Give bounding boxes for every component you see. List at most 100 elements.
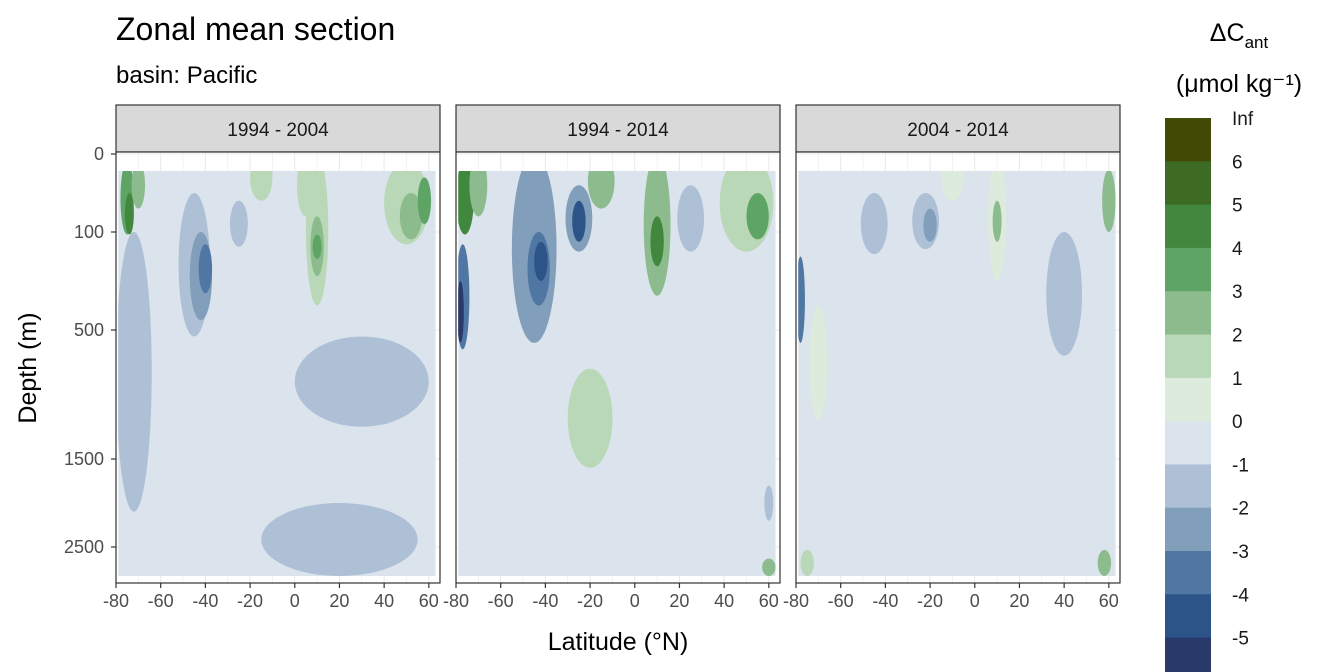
- panel-border: [115, 151, 441, 584]
- y-tick-label: 0: [94, 144, 104, 164]
- x-axis: -80 -60 -40 -20 0 20 40 60: [783, 583, 1119, 611]
- contour-region: [941, 171, 964, 201]
- x-tick-label: -80: [443, 591, 469, 611]
- legend-swatch: [1165, 118, 1211, 162]
- contour-field: [118, 171, 436, 576]
- contour-region: [124, 193, 134, 235]
- facet-strip-label: 1994 - 2004: [227, 120, 329, 141]
- legend-title: ΔCant: [1210, 19, 1269, 52]
- y-axis-title: Depth (m): [14, 312, 42, 423]
- x-tick-label: 20: [669, 591, 689, 611]
- contour-region: [567, 368, 613, 468]
- x-tick-label: 60: [1099, 591, 1119, 611]
- legend-swatch: [1165, 291, 1211, 335]
- legend-swatch: [1165, 464, 1211, 509]
- x-tick-label: 40: [714, 591, 734, 611]
- legend-label: 5: [1232, 196, 1243, 217]
- facet-strip: [115, 104, 441, 153]
- x-tick-label: 0: [970, 591, 980, 611]
- facet-panel: 2004 - 2014 -80 -60 -40 -20 0 20 40 60: [783, 104, 1121, 611]
- x-tick-label: -20: [237, 591, 263, 611]
- x-tick-label: -80: [783, 591, 809, 611]
- legend-swatch: [1165, 421, 1211, 465]
- legend-swatch: [1165, 161, 1211, 206]
- legend-swatch: [1165, 247, 1211, 292]
- contour-region: [764, 485, 774, 521]
- legend-swatch: [1165, 594, 1211, 639]
- x-tick-label: -20: [917, 591, 943, 611]
- contour-base: [798, 171, 1116, 576]
- x-tick-label: -20: [577, 591, 603, 611]
- contour-region: [923, 208, 937, 242]
- legend-swatch: [1165, 637, 1211, 672]
- contour-region: [809, 305, 828, 421]
- contour-region: [992, 200, 1002, 242]
- x-axis: -80 -60 -40 -20 0 20 40 60: [103, 583, 439, 611]
- contour-region: [229, 200, 248, 247]
- legend-label: -3: [1232, 542, 1249, 563]
- contour-region: [250, 171, 273, 201]
- x-tick-label: -40: [532, 591, 558, 611]
- y-tick-label: 2500: [64, 537, 104, 557]
- legend-label: 1: [1232, 369, 1243, 390]
- contour-region: [198, 244, 213, 294]
- legend-title-main: ΔC: [1210, 19, 1245, 47]
- y-tick-label: 1500: [64, 449, 104, 469]
- facet-panels: 1994 - 2004 -80 -60 -40 -20 0 20 40 60 1994 - 201…: [103, 104, 1121, 611]
- contour-region: [1046, 232, 1083, 356]
- x-tick-label: -40: [872, 591, 898, 611]
- contour-region: [469, 171, 488, 217]
- x-tick-label: 60: [759, 591, 779, 611]
- contour-region: [572, 200, 586, 242]
- legend-label: 4: [1232, 239, 1243, 260]
- contour-region: [312, 234, 322, 259]
- contour-field: [458, 171, 776, 576]
- contour-region: [458, 281, 464, 343]
- x-tick-label: -80: [103, 591, 129, 611]
- contour-base: [458, 171, 776, 576]
- legend-label: -1: [1232, 455, 1249, 476]
- legend-title-sub: ant: [1245, 33, 1269, 52]
- legend-label: -2: [1232, 499, 1249, 520]
- contour-region: [131, 171, 146, 209]
- contour-region: [399, 193, 423, 240]
- chart-subtitle: basin: Pacific: [116, 62, 257, 89]
- chart-title: Zonal mean section: [116, 11, 395, 47]
- x-tick-label: -60: [488, 591, 514, 611]
- x-axis-title: Latitude (°N): [548, 628, 689, 656]
- x-tick-label: 0: [290, 591, 300, 611]
- legend: ΔCant (μmol kg⁻¹) Inf 6 5 4 3 2 1 0 -1 -2 -3 -4 -5: [1165, 19, 1302, 672]
- legend-swatch: [1165, 507, 1211, 552]
- contour-region: [800, 549, 814, 576]
- legend-swatch: [1165, 551, 1211, 595]
- contour-region: [798, 256, 805, 343]
- contour-region: [1097, 549, 1112, 576]
- legend-label: -4: [1232, 585, 1249, 606]
- y-tick-label: 500: [74, 320, 104, 340]
- contour-region: [534, 241, 548, 281]
- facet-strip-label: 1994 - 2014: [567, 120, 669, 141]
- x-tick-label: -60: [828, 591, 854, 611]
- contour-region: [294, 336, 429, 427]
- panel-border: [795, 151, 1121, 584]
- legend-label: Inf: [1232, 109, 1254, 130]
- contour-region: [118, 232, 152, 512]
- panel-border: [455, 151, 781, 584]
- contour-region: [1102, 171, 1116, 232]
- legend-label: -5: [1232, 629, 1249, 650]
- legend-swatch: [1165, 204, 1211, 249]
- contour-region: [587, 171, 615, 209]
- contour-region: [860, 193, 888, 255]
- x-tick-label: -40: [192, 591, 218, 611]
- facet-panel: 1994 - 2014 -80 -60 -40 -20 0 20 40 60: [443, 104, 781, 611]
- legend-label: 0: [1232, 412, 1243, 433]
- x-tick-label: 60: [419, 591, 439, 611]
- contour-region: [296, 171, 315, 217]
- facet-strip: [795, 104, 1121, 153]
- x-tick-label: -60: [148, 591, 174, 611]
- x-tick-label: 20: [329, 591, 349, 611]
- facet-strip-label: 2004 - 2014: [907, 120, 1009, 141]
- legend-label: 6: [1232, 152, 1243, 173]
